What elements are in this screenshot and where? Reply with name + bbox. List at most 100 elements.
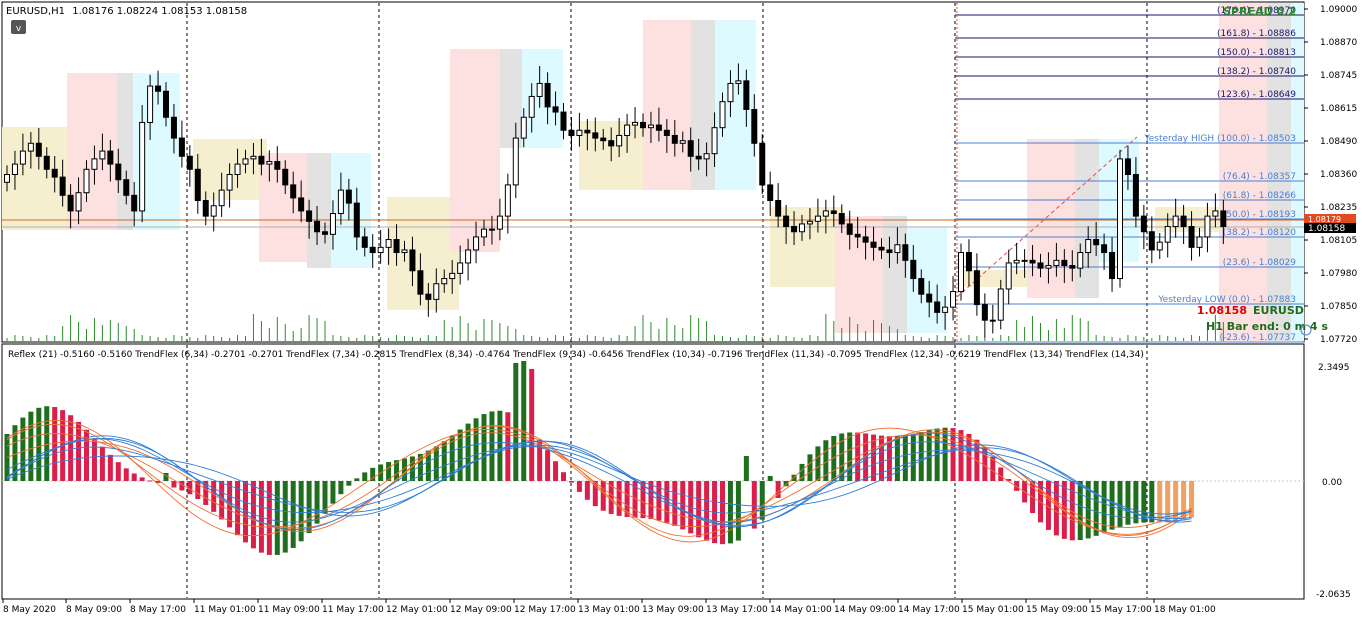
candle-body	[632, 121, 639, 126]
histogram-bar	[322, 481, 328, 514]
fib-label: Yesterday HIGH (100.0) - 1.08503	[1143, 134, 1296, 144]
time-axis[interactable]: 8 May 2020 8 May 09:00 8 May 17:00 11 May 0…	[2, 599, 1216, 615]
fib-label: (123.6) - 1.08649	[1217, 90, 1296, 100]
candle-body	[870, 241, 877, 248]
histogram-bar	[195, 481, 201, 500]
candle-body	[1140, 215, 1147, 233]
orange-price-tag: 1.08179	[1304, 214, 1356, 224]
collapse-button-label: v	[16, 24, 22, 34]
candle-body	[274, 160, 281, 170]
histogram-bar	[783, 481, 789, 487]
histogram-bar	[942, 427, 948, 481]
time-tick-label: 15 May 09:00	[1026, 605, 1088, 615]
candle-body	[1053, 259, 1060, 267]
candle-body	[59, 176, 66, 196]
histogram-bar	[28, 411, 34, 481]
histogram-bar	[107, 454, 113, 481]
candle-body	[1156, 241, 1163, 251]
candle-body	[163, 90, 169, 118]
histogram-bar	[44, 406, 50, 481]
collapse-button[interactable]: v	[11, 20, 26, 34]
candle-body	[496, 215, 503, 230]
candle-body	[910, 259, 917, 280]
histogram-bar	[489, 411, 495, 481]
session-box	[883, 216, 907, 333]
candle-body	[584, 129, 591, 134]
histogram-bar	[513, 363, 519, 481]
candle-body	[950, 291, 957, 308]
time-tick-label: 14 May 17:00	[898, 605, 960, 615]
spread-label: SPREAD 0.2	[1223, 5, 1296, 18]
candle-body	[926, 293, 933, 303]
histogram-bar	[91, 438, 97, 481]
histogram-bar	[1149, 481, 1155, 523]
histogram-bar	[1109, 481, 1115, 530]
volume-bars	[6, 314, 1224, 341]
candle-body	[536, 82, 543, 97]
candle-body	[147, 85, 154, 123]
price-axis[interactable]: 1.09000 1.08870 1.08745 1.08615 1.08490 1.083…	[1304, 5, 1357, 345]
candle-body	[600, 137, 607, 142]
candle-body	[663, 129, 670, 136]
time-tick-label: 13 May 01:00	[578, 605, 640, 615]
histogram-bar	[1157, 481, 1163, 523]
time-tick-label: 13 May 09:00	[642, 605, 704, 615]
histogram-bar	[879, 435, 884, 481]
histogram-bar	[847, 432, 853, 481]
histogram-bar	[84, 429, 89, 481]
candle-body	[862, 236, 869, 243]
trendflex-lines	[6, 419, 1192, 543]
candle-body	[465, 249, 472, 264]
trendflex-line	[6, 438, 1192, 523]
candle-body	[250, 155, 257, 160]
histogram-bar	[266, 481, 272, 555]
histogram-bar	[791, 474, 797, 481]
price-tick-label: 1.08615	[1320, 104, 1357, 114]
histogram-bar	[433, 446, 439, 481]
candle-body	[306, 210, 313, 222]
candle-body	[67, 194, 74, 212]
future-session-box	[1267, 3, 1291, 341]
histogram-bar	[735, 481, 741, 541]
histogram-bar	[338, 481, 344, 495]
histogram-bar	[76, 421, 82, 481]
indicator-panel[interactable]	[1, 343, 1305, 600]
candle-body	[560, 111, 567, 131]
candle-body	[791, 226, 798, 233]
candle-body	[934, 301, 941, 313]
candle-body	[1085, 239, 1092, 254]
histogram-bar	[20, 417, 26, 481]
candle-body	[958, 252, 964, 293]
histogram-bar	[1014, 481, 1020, 491]
session-box	[579, 121, 651, 190]
histogram-bar	[139, 477, 145, 481]
candle-body	[830, 210, 837, 215]
histogram-bar	[648, 481, 654, 520]
fib-label: (23.6) - 1.08029	[1223, 258, 1297, 268]
candle-body	[1204, 215, 1211, 238]
histogram-bar	[274, 481, 280, 555]
histogram-bar	[616, 481, 622, 516]
candle-body	[393, 239, 400, 254]
candle-body	[806, 220, 813, 225]
time-tick-label: 18 May 01:00	[1154, 605, 1216, 615]
candle-body	[894, 244, 901, 254]
candle-body	[520, 116, 527, 139]
candle-body	[290, 184, 297, 199]
candle-body	[417, 270, 424, 295]
histogram-bar	[1165, 481, 1171, 523]
candle-body	[918, 278, 925, 295]
candle-body	[759, 142, 766, 186]
candle-body	[942, 306, 949, 313]
histogram-bar	[767, 476, 773, 481]
histogram-bar	[799, 463, 805, 481]
candle-body	[854, 233, 861, 238]
time-tick-label: 11 May 17:00	[322, 605, 384, 615]
fibonacci-levels: (176.4) - 1.08970 (161.8) - 1.08886 (150.0…	[955, 3, 1304, 343]
candle-body	[1220, 210, 1227, 228]
candle-body	[981, 304, 988, 321]
candlesticks	[4, 63, 1227, 338]
candle-body	[226, 174, 233, 191]
histogram-bar	[632, 481, 638, 518]
